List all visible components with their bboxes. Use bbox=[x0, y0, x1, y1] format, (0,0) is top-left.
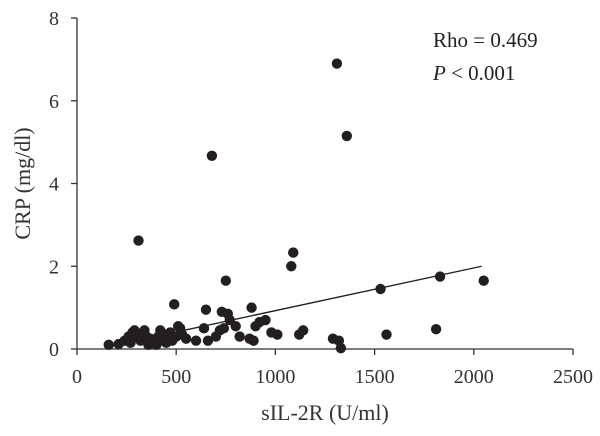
data-point bbox=[297, 325, 309, 336]
y-axis-label: CRP (mg/dl) bbox=[10, 127, 35, 239]
data-point bbox=[246, 302, 257, 313]
data-point bbox=[133, 235, 144, 246]
data-point bbox=[260, 314, 271, 326]
data-point bbox=[190, 335, 202, 346]
data-point bbox=[230, 321, 241, 332]
data-point bbox=[218, 323, 230, 334]
data-point bbox=[286, 261, 297, 272]
p-value-annotation: P < 0.001 bbox=[432, 61, 515, 85]
data-point bbox=[478, 275, 489, 286]
data-point bbox=[288, 247, 299, 258]
y-axis-ticks: 0 2 4 6 8 bbox=[49, 8, 77, 361]
x-tick-label: 1000 bbox=[255, 366, 295, 388]
data-point bbox=[200, 304, 212, 315]
data-point bbox=[198, 323, 210, 334]
y-tick-label: 0 bbox=[49, 339, 59, 361]
x-tick-label: 1500 bbox=[355, 366, 395, 388]
x-tick-label: 500 bbox=[161, 366, 191, 388]
data-point bbox=[434, 271, 446, 282]
data-point bbox=[169, 299, 180, 310]
y-tick-label: 6 bbox=[49, 91, 59, 113]
x-axis-label: sIL-2R (U/ml) bbox=[261, 400, 389, 425]
x-tick-label: 0 bbox=[72, 366, 82, 388]
data-point bbox=[341, 130, 353, 142]
data-point bbox=[430, 323, 442, 335]
data-point bbox=[202, 335, 214, 346]
data-point bbox=[331, 58, 343, 69]
data-point bbox=[180, 333, 192, 344]
y-tick-label: 4 bbox=[49, 174, 59, 196]
data-point bbox=[234, 331, 245, 342]
x-tick-label: 2500 bbox=[553, 366, 593, 388]
data-point bbox=[272, 329, 283, 340]
data-point bbox=[375, 283, 386, 295]
y-tick-label: 2 bbox=[49, 256, 59, 278]
x-axis-ticks: 0 500 1000 1500 2000 2500 bbox=[72, 349, 593, 388]
data-point bbox=[103, 339, 114, 351]
data-point bbox=[248, 335, 259, 346]
data-point bbox=[335, 342, 347, 354]
rho-annotation: Rho = 0.469 bbox=[433, 28, 538, 52]
data-point bbox=[206, 150, 218, 161]
data-point bbox=[381, 329, 392, 340]
p-value-text: < 0.001 bbox=[446, 61, 516, 85]
y-tick-label: 8 bbox=[49, 8, 59, 30]
x-tick-label: 2000 bbox=[454, 366, 494, 388]
data-point bbox=[220, 275, 231, 286]
data-points bbox=[103, 58, 489, 354]
p-symbol: P bbox=[432, 61, 446, 85]
